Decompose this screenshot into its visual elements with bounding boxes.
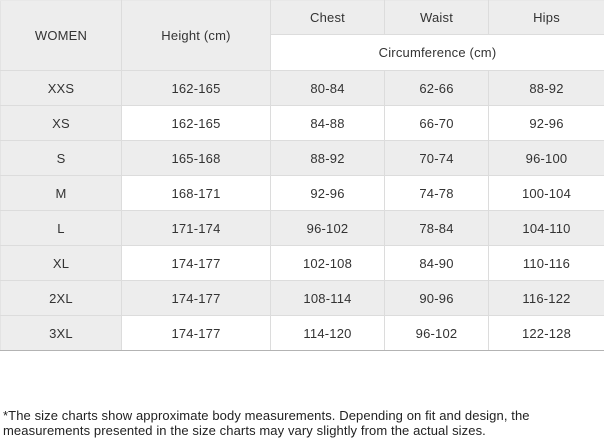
chest-cell: 108-114 <box>271 281 385 316</box>
size-cell: 2XL <box>1 281 122 316</box>
hips-cell: 122-128 <box>489 316 604 351</box>
waist-cell: 62-66 <box>385 71 489 106</box>
header-row: WOMEN Height (cm) Chest Waist Hips <box>1 1 604 35</box>
size-cell: S <box>1 141 122 176</box>
hips-cell: 96-100 <box>489 141 604 176</box>
waist-cell: 78-84 <box>385 211 489 246</box>
table-row-xs: XS 162-165 84-88 66-70 92-96 <box>1 106 604 141</box>
chest-cell: 88-92 <box>271 141 385 176</box>
hips-cell: 100-104 <box>489 176 604 211</box>
waist-cell: 66-70 <box>385 106 489 141</box>
waist-cell: 74-78 <box>385 176 489 211</box>
table-row-3xl: 3XL 174-177 114-120 96-102 122-128 <box>1 316 604 351</box>
height-cell: 165-168 <box>122 141 271 176</box>
chest-cell: 92-96 <box>271 176 385 211</box>
women-header: WOMEN <box>1 1 122 71</box>
chest-cell: 114-120 <box>271 316 385 351</box>
size-cell: XL <box>1 246 122 281</box>
height-header: Height (cm) <box>122 1 271 71</box>
waist-header: Waist <box>385 1 489 35</box>
hips-cell: 92-96 <box>489 106 604 141</box>
waist-cell: 70-74 <box>385 141 489 176</box>
table-row-l: L 171-174 96-102 78-84 104-110 <box>1 211 604 246</box>
chest-header: Chest <box>271 1 385 35</box>
hips-cell: 104-110 <box>489 211 604 246</box>
chest-cell: 80-84 <box>271 71 385 106</box>
hips-cell: 116-122 <box>489 281 604 316</box>
height-cell: 174-177 <box>122 281 271 316</box>
size-cell: 3XL <box>1 316 122 351</box>
hips-cell: 110-116 <box>489 246 604 281</box>
height-cell: 174-177 <box>122 316 271 351</box>
waist-cell: 96-102 <box>385 316 489 351</box>
height-cell: 168-171 <box>122 176 271 211</box>
hips-header: Hips <box>489 1 604 35</box>
table-row-s: S 165-168 88-92 70-74 96-100 <box>1 141 604 176</box>
height-cell: 171-174 <box>122 211 271 246</box>
hips-cell: 88-92 <box>489 71 604 106</box>
size-cell: XXS <box>1 71 122 106</box>
waist-cell: 90-96 <box>385 281 489 316</box>
table-row-xxs: XXS 162-165 80-84 62-66 88-92 <box>1 71 604 106</box>
table-row-xl: XL 174-177 102-108 84-90 110-116 <box>1 246 604 281</box>
size-chart-disclaimer: *The size charts show approximate body m… <box>3 408 599 439</box>
chest-cell: 96-102 <box>271 211 385 246</box>
size-chart-table: WOMEN Height (cm) Chest Waist Hips Circu… <box>0 0 604 351</box>
height-cell: 162-165 <box>122 106 271 141</box>
size-cell: M <box>1 176 122 211</box>
chest-cell: 102-108 <box>271 246 385 281</box>
size-cell: L <box>1 211 122 246</box>
table-row-2xl: 2XL 174-177 108-114 90-96 116-122 <box>1 281 604 316</box>
height-cell: 174-177 <box>122 246 271 281</box>
size-cell: XS <box>1 106 122 141</box>
table-row-m: M 168-171 92-96 74-78 100-104 <box>1 176 604 211</box>
waist-cell: 84-90 <box>385 246 489 281</box>
height-cell: 162-165 <box>122 71 271 106</box>
circumference-header: Circumference (cm) <box>271 35 604 71</box>
chest-cell: 84-88 <box>271 106 385 141</box>
